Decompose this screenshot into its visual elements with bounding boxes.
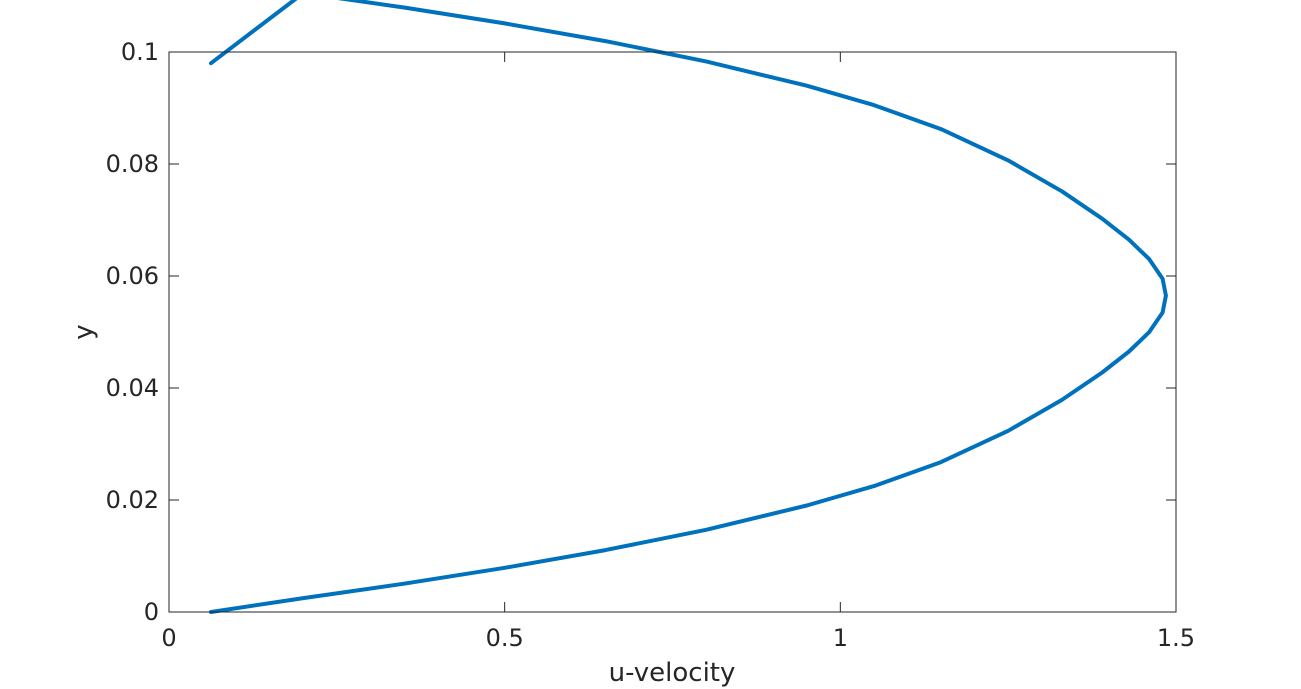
x-axis-label: u-velocity xyxy=(609,658,736,688)
series-line xyxy=(209,0,1168,614)
y-tick-label: 0.08 xyxy=(106,150,159,178)
plot-area xyxy=(169,52,1176,612)
y-tick-label: 0.02 xyxy=(106,486,159,514)
axes-box xyxy=(168,51,1177,613)
x-tick-label: 0 xyxy=(161,624,176,652)
series-layer xyxy=(209,0,1168,614)
x-tick-label: 1.5 xyxy=(1157,624,1195,652)
y-tick-label: 0.04 xyxy=(106,374,159,402)
y-tick-label: 0 xyxy=(144,598,159,626)
y-tick-label: 0.06 xyxy=(106,262,159,290)
x-tick-label: 1 xyxy=(833,624,848,652)
y-axis-label: y xyxy=(69,324,99,339)
y-tick-label: 0.1 xyxy=(121,38,159,66)
ticks-layer: 0 0.5 1 1.5 0 0.02 0.04 0.06 0.08 0.1 xyxy=(106,38,1196,652)
x-tick-label: 0.5 xyxy=(486,624,524,652)
